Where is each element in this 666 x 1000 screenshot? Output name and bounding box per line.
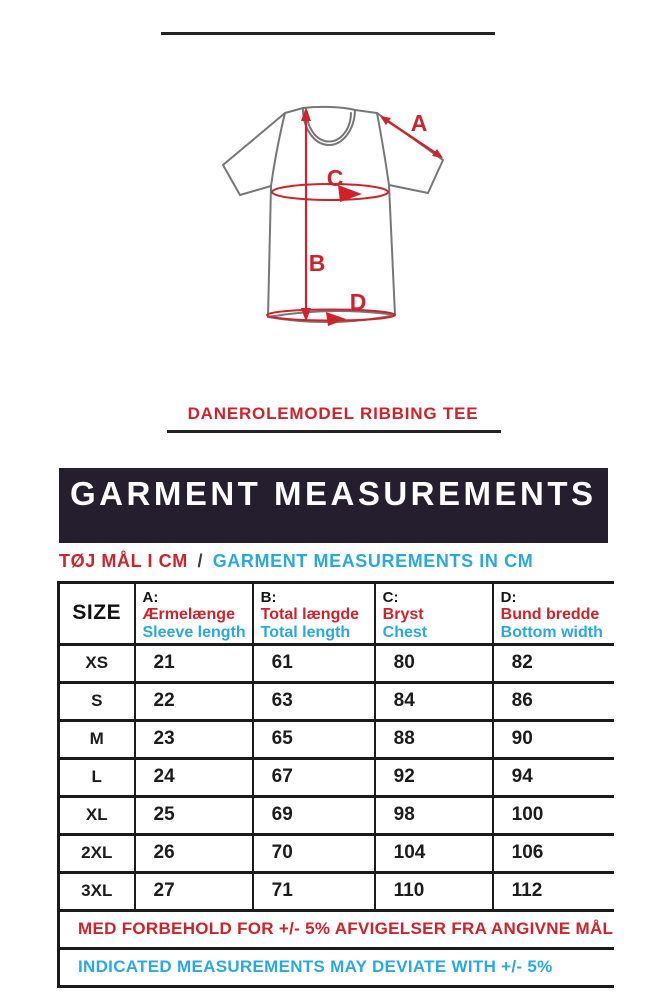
measurement-value: 88 [373, 718, 494, 760]
table-row: M 23 65 88 90 [57, 718, 614, 760]
column-header-a: A: Ærmelænge Sleeve length [133, 581, 254, 646]
column-name-danish: Bund bredde [500, 606, 600, 624]
measurement-value: 90 [491, 718, 614, 760]
size-label: XL [57, 794, 136, 836]
size-label: XS [57, 642, 136, 684]
column-name-english: Sleeve length [142, 624, 246, 642]
measurement-value: 70 [251, 832, 376, 874]
subtitle-english: GARMENT MEASUREMENTS IN CM [212, 551, 534, 571]
measurement-arrows [266, 107, 443, 326]
top-divider-line [161, 32, 495, 35]
footnote-row-danish: MED FORBEHOLD FOR +/- 5% AFVIGELSER FRA … [56, 908, 614, 950]
measurement-label-d: D [350, 289, 367, 315]
column-name-danish: Ærmelænge [142, 606, 235, 624]
product-title: DANEROLEMODEL RIBBING TEE [187, 404, 479, 423]
size-label: M [57, 718, 136, 760]
tshirt-diagram-svg: A B C D [222, 105, 444, 326]
measurement-value: 94 [491, 756, 614, 798]
banner-heading: GARMENT MEASUREMENTS [70, 475, 597, 512]
footnote-danish: MED FORBEHOLD FOR +/- 5% AFVIGELSER FRA … [56, 908, 614, 950]
size-column-header: SIZE [57, 581, 136, 646]
table-row: XS 21 61 80 82 [57, 642, 614, 684]
table-row: 3XL 27 71 110 112 [57, 870, 614, 912]
measurement-value: 98 [373, 794, 494, 836]
measurement-value: 71 [251, 870, 376, 912]
measurement-value: 22 [133, 680, 254, 722]
garment-measurements-banner: GARMENT MEASUREMENTS [59, 468, 608, 543]
measurement-value: 84 [373, 680, 494, 722]
measurement-value: 27 [133, 870, 254, 912]
measurement-label-b: B [309, 250, 326, 276]
column-letter: D: [500, 589, 517, 606]
column-letter: C: [382, 589, 399, 606]
column-header-b: B: Total længde Total length [251, 581, 376, 646]
tshirt-outline [222, 105, 444, 323]
measurement-value: 112 [491, 870, 614, 912]
measurement-value: 61 [251, 642, 376, 684]
column-letter: A: [142, 589, 159, 606]
column-name-english: Total length [260, 624, 351, 642]
measurement-value: 69 [251, 794, 376, 836]
column-name-danish: Total længde [260, 606, 360, 624]
tshirt-measurement-diagram: A B C D [210, 90, 470, 348]
table-row: XL 25 69 98 100 [57, 794, 614, 836]
measurement-value: 86 [491, 680, 614, 722]
measurement-value: 104 [373, 832, 494, 874]
table-header-row: SIZE A: Ærmelænge Sleeve length B: Total… [57, 581, 614, 646]
measurement-value: 25 [133, 794, 254, 836]
column-name-english: Bottom width [500, 624, 603, 642]
subtitle-separator: / [197, 551, 204, 571]
title-divider-line [167, 430, 501, 433]
measurement-value: 82 [491, 642, 614, 684]
measurement-value: 110 [373, 870, 494, 912]
table-row: S 22 63 84 86 [57, 680, 614, 722]
measurement-value: 63 [251, 680, 376, 722]
column-header-d: D: Bund bredde Bottom width [491, 581, 614, 646]
table-row: L 24 67 92 94 [57, 756, 614, 798]
size-label: 3XL [57, 870, 136, 912]
measurement-label-a: A [411, 110, 428, 136]
measurement-value: 24 [133, 756, 254, 798]
column-name-english: Chest [382, 624, 428, 642]
measurement-value: 23 [133, 718, 254, 760]
measurement-value: 80 [373, 642, 494, 684]
measurement-value: 67 [251, 756, 376, 798]
table-row: 2XL 26 70 104 106 [57, 832, 614, 874]
measurement-value: 21 [133, 642, 254, 684]
column-letter: B: [260, 589, 277, 606]
subtitle-danish: TØJ MÅL I CM [59, 551, 188, 571]
footnote-english: INDICATED MEASUREMENTS MAY DEVIATE WITH … [56, 946, 614, 988]
column-header-c: C: Bryst Chest [373, 581, 494, 646]
column-name-danish: Bryst [382, 606, 424, 624]
measurement-value: 100 [491, 794, 614, 836]
measurement-value: 92 [373, 756, 494, 798]
measurement-value: 106 [491, 832, 614, 874]
size-label: 2XL [57, 832, 136, 874]
measurement-value: 26 [133, 832, 254, 874]
measurement-value: 65 [251, 718, 376, 760]
size-label: S [57, 680, 136, 722]
measurement-label-c: C [327, 165, 344, 191]
size-measurements-table: SIZE A: Ærmelænge Sleeve length B: Total… [56, 581, 614, 988]
table-subtitle: TØJ MÅL I CM / GARMENT MEASUREMENTS IN C… [59, 551, 659, 572]
footnote-row-english: INDICATED MEASUREMENTS MAY DEVIATE WITH … [56, 946, 614, 988]
size-label: L [57, 756, 136, 798]
